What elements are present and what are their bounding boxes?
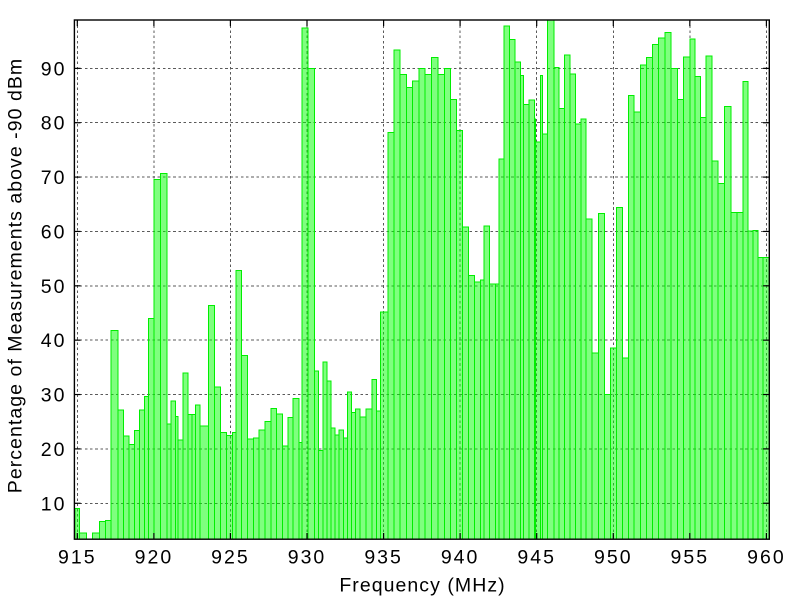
svg-text:80: 80: [41, 113, 67, 135]
svg-text:930: 930: [288, 547, 327, 569]
svg-text:940: 940: [441, 547, 480, 569]
svg-text:70: 70: [41, 167, 67, 189]
svg-text:955: 955: [671, 547, 710, 569]
svg-text:20: 20: [41, 439, 67, 461]
svg-text:10: 10: [41, 493, 67, 515]
svg-text:960: 960: [747, 547, 786, 569]
svg-text:50: 50: [41, 276, 67, 298]
svg-text:Frequency (MHz): Frequency (MHz): [339, 575, 505, 597]
svg-text:945: 945: [517, 547, 556, 569]
svg-text:90: 90: [41, 58, 67, 80]
svg-text:925: 925: [211, 547, 250, 569]
svg-text:60: 60: [41, 221, 67, 243]
svg-text:40: 40: [41, 330, 67, 352]
svg-text:920: 920: [135, 547, 174, 569]
svg-text:30: 30: [41, 385, 67, 407]
svg-text:Percentage of Measurements abo: Percentage of Measurements above -90 dBm: [5, 58, 27, 493]
svg-text:950: 950: [594, 547, 633, 569]
svg-text:915: 915: [58, 547, 97, 569]
svg-text:935: 935: [364, 547, 403, 569]
